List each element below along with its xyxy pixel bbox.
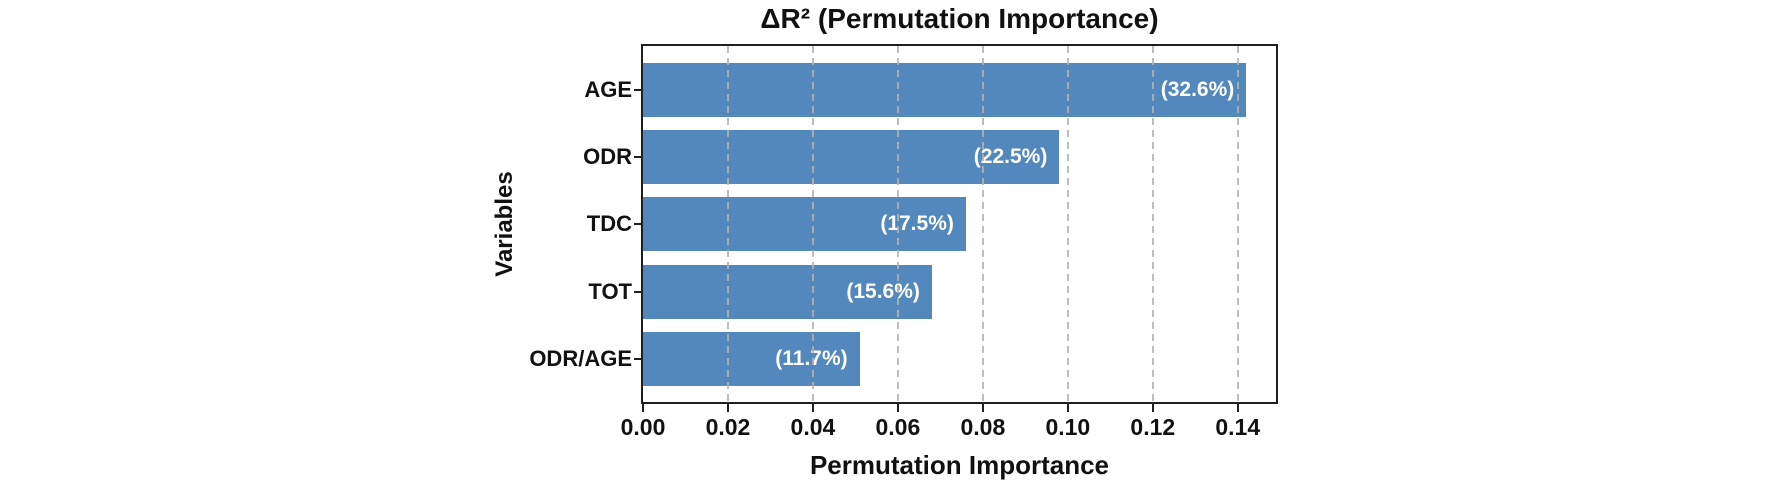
x-tick-mark bbox=[726, 404, 729, 412]
x-tick-mark bbox=[981, 404, 984, 412]
y-tick-mark bbox=[634, 223, 641, 226]
x-tick-label: 0.04 bbox=[790, 414, 836, 440]
x-tick-mark bbox=[896, 404, 899, 412]
bar-value-label: (11.7%) bbox=[775, 347, 859, 371]
x-tick-label: 0.10 bbox=[1045, 414, 1091, 440]
y-tick-mark bbox=[634, 156, 641, 159]
x-tick-mark bbox=[1151, 404, 1154, 412]
chart-title: ΔR² (Permutation Importance) bbox=[760, 3, 1159, 34]
bar-value-label: (22.5%) bbox=[973, 145, 1048, 169]
gridline bbox=[1236, 46, 1239, 402]
bar: (17.5%) bbox=[643, 197, 966, 252]
x-tick-mark bbox=[811, 404, 814, 412]
y-tick-label: ODR/AGE bbox=[529, 345, 632, 371]
x-tick-label: 0.00 bbox=[620, 414, 666, 440]
gridline bbox=[726, 46, 729, 402]
x-tick-label: 0.06 bbox=[875, 414, 921, 440]
x-tick-mark bbox=[1066, 404, 1069, 412]
gridline bbox=[981, 46, 984, 402]
bar: (11.7%) bbox=[643, 331, 860, 386]
bar-value-label: (32.6%) bbox=[1160, 78, 1235, 101]
bar: (15.6%) bbox=[643, 264, 932, 319]
y-tick-mark bbox=[634, 357, 641, 360]
gridline bbox=[896, 46, 899, 402]
bar: (22.5%) bbox=[643, 130, 1060, 185]
y-tick-mark bbox=[634, 89, 641, 91]
y-tick-label: TDC bbox=[586, 211, 632, 237]
y-tick-label: AGE bbox=[584, 77, 632, 102]
gridline bbox=[1151, 46, 1154, 402]
x-axis-title: Permutation Importance bbox=[809, 450, 1110, 480]
x-tick-mark bbox=[1236, 404, 1239, 412]
x-tick-label: 0.08 bbox=[960, 414, 1006, 440]
gridline bbox=[1066, 46, 1069, 402]
bar-value-label: (15.6%) bbox=[846, 279, 920, 303]
gridline bbox=[811, 46, 814, 402]
y-tick-mark bbox=[634, 290, 641, 293]
bar-value-label: (17.5%) bbox=[880, 212, 954, 236]
y-tick-label: TOT bbox=[588, 278, 632, 304]
x-tick-label: 0.02 bbox=[705, 414, 751, 440]
x-tick-label: 0.12 bbox=[1130, 414, 1176, 440]
x-tick-label: 0.14 bbox=[1215, 414, 1261, 440]
x-tick-mark bbox=[642, 404, 644, 412]
plot-area: (32.6%) (22.5%) (17.5%) (15.6%) (11.7%) bbox=[641, 44, 1278, 404]
y-tick-label: ODR bbox=[583, 144, 632, 170]
bar: (32.6%) bbox=[643, 63, 1247, 117]
